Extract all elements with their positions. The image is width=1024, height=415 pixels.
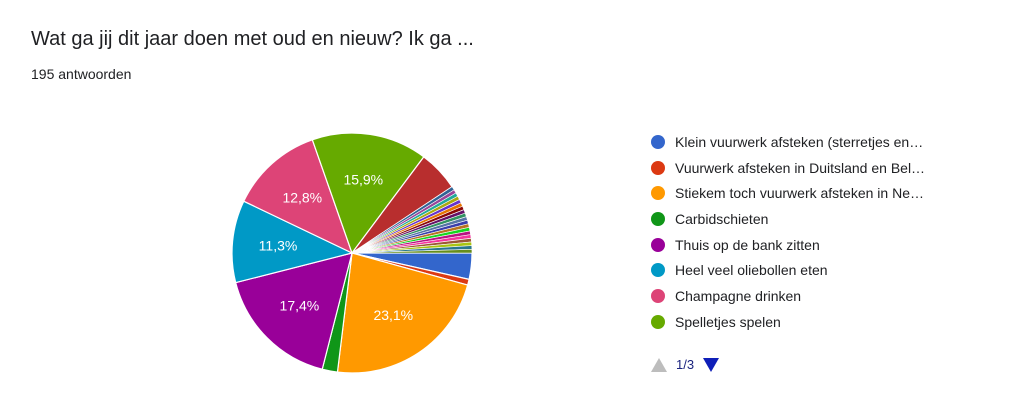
- legend-swatch: [651, 160, 665, 175]
- slice-label: 23,1%: [373, 307, 413, 323]
- pie-slice[interactable]: [234, 252, 353, 370]
- legend: Klein vuurwerk afsteken (sterretjes en… …: [651, 129, 981, 335]
- legend-item[interactable]: Thuis op de bank zitten: [651, 232, 981, 258]
- legend-label: Thuis op de bank zitten: [675, 236, 820, 253]
- response-count: 195 antwoorden: [31, 66, 132, 82]
- triangle-up-icon[interactable]: [651, 357, 667, 372]
- legend-label: Spelletjes spelen: [675, 313, 781, 330]
- slice-label: 17,4%: [280, 298, 320, 314]
- legend-item[interactable]: Spelletjes spelen: [651, 309, 981, 335]
- triangle-down-icon[interactable]: [703, 357, 720, 372]
- legend-swatch: [651, 288, 665, 303]
- slice-label: 12,8%: [282, 190, 322, 206]
- legend-swatch: [651, 186, 665, 201]
- legend-item[interactable]: Carbidschieten: [651, 206, 981, 232]
- slice-label: 11,3%: [259, 238, 298, 254]
- legend-item[interactable]: Klein vuurwerk afsteken (sterretjes en…: [651, 129, 981, 155]
- legend-item[interactable]: Heel veel oliebollen eten: [651, 257, 981, 283]
- legend-swatch: [651, 211, 665, 226]
- pie-slice[interactable]: [311, 132, 425, 255]
- legend-label: Champagne drinken: [675, 287, 802, 304]
- chart-title: Wat ga jij dit jaar doen met oud en nieu…: [31, 28, 474, 50]
- legend-item[interactable]: Champagne drinken: [651, 283, 981, 309]
- legend-label: Klein vuurwerk afsteken (sterretjes en…: [675, 133, 924, 150]
- legend-swatch: [651, 134, 665, 149]
- legend-swatch: [651, 237, 665, 252]
- pie-slice[interactable]: [336, 252, 469, 374]
- legend-swatch: [651, 314, 665, 329]
- pie-slice[interactable]: [351, 249, 473, 254]
- slice-label: 15,9%: [343, 172, 383, 188]
- pie-slice[interactable]: [231, 200, 354, 284]
- legend-swatch: [651, 263, 665, 278]
- legend-label: Stiekem toch vuurwerk afsteken in Ne…: [675, 185, 924, 202]
- legend-label: Vuurwerk afsteken in Duitsland en Bel…: [675, 159, 926, 176]
- legend-page-label: 1/3: [676, 357, 695, 372]
- legend-pager: 1/3: [651, 357, 720, 372]
- legend-item[interactable]: Stiekem toch vuurwerk afsteken in Ne…: [651, 180, 981, 206]
- legend-label: Carbidschieten: [675, 210, 769, 227]
- legend-label: Heel veel oliebollen eten: [675, 262, 828, 279]
- legend-item[interactable]: Vuurwerk afsteken in Duitsland en Bel…: [651, 155, 981, 181]
- pie-slice[interactable]: [242, 138, 354, 255]
